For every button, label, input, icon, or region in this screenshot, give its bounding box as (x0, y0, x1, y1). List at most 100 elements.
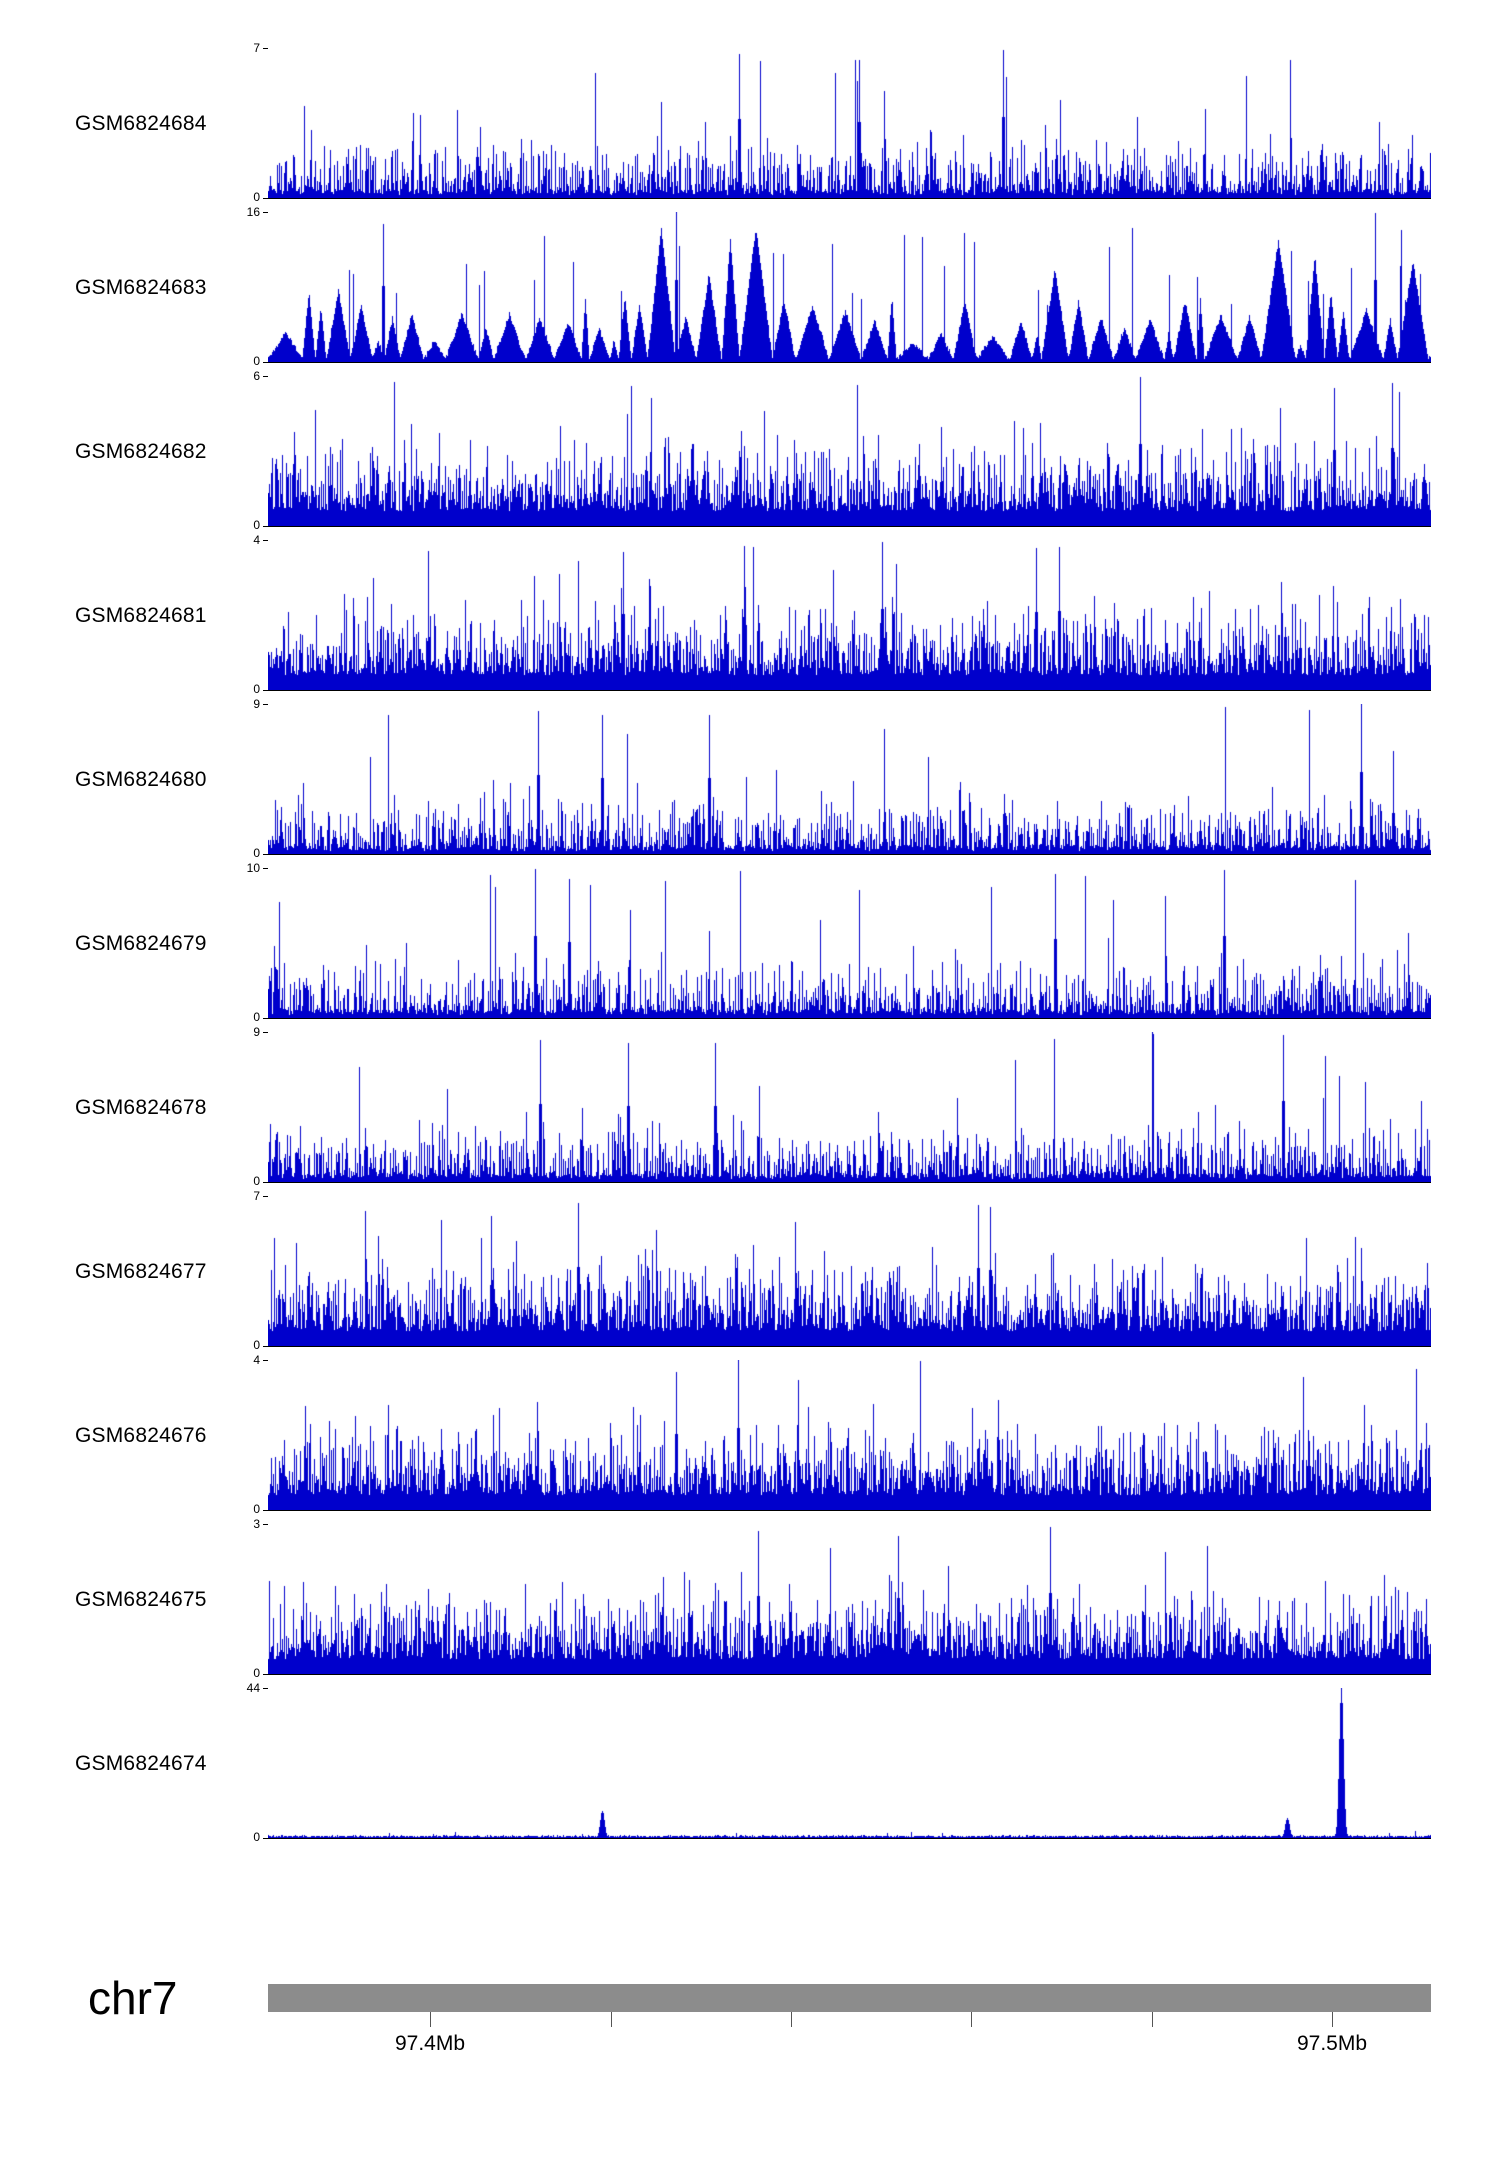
track-ymax-label: 7 (253, 1189, 260, 1203)
track-row: GSM6824684 7 0 (0, 42, 1500, 203)
track-signal-plot (268, 1360, 1431, 1510)
track-plot-area: 4 0 (253, 1354, 1431, 1515)
ruler-tick (971, 2012, 972, 2027)
track-plot-area: 10 0 (247, 862, 1431, 1023)
track-row: GSM6824682 6 0 (0, 370, 1500, 531)
track-plot-area: 7 0 (253, 1190, 1431, 1351)
track-label: GSM6824683 (75, 275, 207, 299)
y-axis-bottom-tick (263, 1838, 268, 1839)
track-signal-plot (268, 1524, 1431, 1674)
track-row: GSM6824683 16 0 (0, 206, 1500, 367)
track-ymin-label: 0 (253, 846, 260, 860)
track-signal-plot (268, 48, 1431, 198)
track-signal-plot (268, 376, 1431, 526)
track-ymin-label: 0 (253, 1010, 260, 1024)
track-label: GSM6824681 (75, 603, 207, 627)
track-row: GSM6824676 4 0 (0, 1354, 1500, 1515)
y-axis-top-tick (263, 1360, 268, 1361)
track-ymax-label: 10 (246, 861, 260, 875)
y-axis-top-tick (263, 540, 268, 541)
ruler-tick (791, 2012, 792, 2027)
track-signal-plot (268, 704, 1431, 854)
y-axis-top-tick (263, 376, 268, 377)
track-ymin-label: 0 (253, 190, 260, 204)
y-axis-top-tick (263, 212, 268, 213)
track-plot-area: 3 0 (253, 1518, 1431, 1679)
track-row: GSM6824675 3 0 (0, 1518, 1500, 1679)
chromosome-row: chr7 97.4Mb 97.5Mb (0, 1972, 1500, 2082)
y-axis-bottom-tick (263, 1674, 268, 1675)
track-plot-area: 4 0 (253, 534, 1431, 695)
ruler-ticks: 97.4Mb 97.5Mb (268, 2012, 1431, 2082)
ruler-tick-label: 97.5Mb (1296, 2032, 1368, 2055)
track-ymax-label: 4 (253, 533, 260, 547)
ruler-tick (430, 2012, 431, 2027)
y-axis-bottom-tick (263, 1346, 268, 1347)
ruler-tick-label: 97.4Mb (394, 2032, 466, 2055)
y-axis-bottom-tick (263, 1018, 268, 1019)
ruler-tick (1332, 2012, 1333, 2027)
track-plot-area: 9 0 (253, 1026, 1431, 1187)
track-plot-area: 16 0 (247, 206, 1431, 367)
track-ymin-label: 0 (253, 1502, 260, 1516)
track-ymin-label: 0 (253, 1830, 260, 1844)
track-ymax-label: 6 (253, 369, 260, 383)
track-label: GSM6824684 (75, 111, 207, 135)
track-label: GSM6824675 (75, 1587, 207, 1611)
chromosome-ideogram-bar (268, 1984, 1431, 2012)
track-label: GSM6824682 (75, 439, 207, 463)
y-axis-bottom-tick (263, 198, 268, 199)
chromosome-ruler: 97.4Mb 97.5Mb (268, 1984, 1431, 2082)
track-label: GSM6824679 (75, 931, 207, 955)
chromosome-label: chr7 (88, 1972, 178, 2024)
track-ymax-label: 16 (246, 205, 260, 219)
track-plot-area: 6 0 (253, 370, 1431, 531)
track-signal-plot (268, 1196, 1431, 1346)
y-axis-top-tick (263, 1688, 268, 1689)
track-plot-area: 9 0 (253, 698, 1431, 859)
track-signal-plot (268, 1688, 1431, 1838)
track-ymax-label: 9 (253, 1025, 260, 1039)
y-axis-bottom-tick (263, 854, 268, 855)
track-ymin-label: 0 (253, 1174, 260, 1188)
y-axis-top-tick (263, 1032, 268, 1033)
y-axis-top-tick (263, 1196, 268, 1197)
y-axis-top-tick (263, 1524, 268, 1525)
track-plot-area: 7 0 (253, 42, 1431, 203)
track-label: GSM6824680 (75, 767, 207, 791)
ruler-tick (611, 2012, 612, 2027)
y-axis-bottom-tick (263, 690, 268, 691)
track-label: GSM6824674 (75, 1751, 207, 1775)
track-label: GSM6824676 (75, 1423, 207, 1447)
track-ymax-label: 44 (246, 1681, 260, 1695)
track-row: GSM6824678 9 0 (0, 1026, 1500, 1187)
track-row: GSM6824674 44 0 (0, 1682, 1500, 1843)
track-plot-area: 44 0 (247, 1682, 1431, 1843)
track-ymin-label: 0 (253, 682, 260, 696)
track-signal-plot (268, 540, 1431, 690)
track-ymin-label: 0 (253, 518, 260, 532)
y-axis-bottom-tick (263, 526, 268, 527)
track-label: GSM6824678 (75, 1095, 207, 1119)
track-ymin-label: 0 (253, 1666, 260, 1680)
track-ymax-label: 3 (253, 1517, 260, 1531)
track-row: GSM6824679 10 0 (0, 862, 1500, 1023)
genome-browser-view: GSM6824684 7 0 GSM6824683 16 0 GSM682468… (0, 42, 1500, 2082)
tracks-container: GSM6824684 7 0 GSM6824683 16 0 GSM682468… (0, 42, 1500, 1843)
y-axis-bottom-tick (263, 1182, 268, 1183)
y-axis-bottom-tick (263, 1510, 268, 1511)
track-ymin-label: 0 (253, 1338, 260, 1352)
track-row: GSM6824680 9 0 (0, 698, 1500, 859)
track-signal-plot (268, 1032, 1431, 1182)
y-axis-top-tick (263, 704, 268, 705)
track-ymin-label: 0 (253, 354, 260, 368)
ruler-tick (1152, 2012, 1153, 2027)
track-label: GSM6824677 (75, 1259, 207, 1283)
y-axis-top-tick (263, 868, 268, 869)
y-axis-bottom-tick (263, 362, 268, 363)
track-signal-plot (268, 868, 1431, 1018)
y-axis-top-tick (263, 48, 268, 49)
track-ymax-label: 4 (253, 1353, 260, 1367)
track-ymax-label: 7 (253, 41, 260, 55)
track-row: GSM6824681 4 0 (0, 534, 1500, 695)
